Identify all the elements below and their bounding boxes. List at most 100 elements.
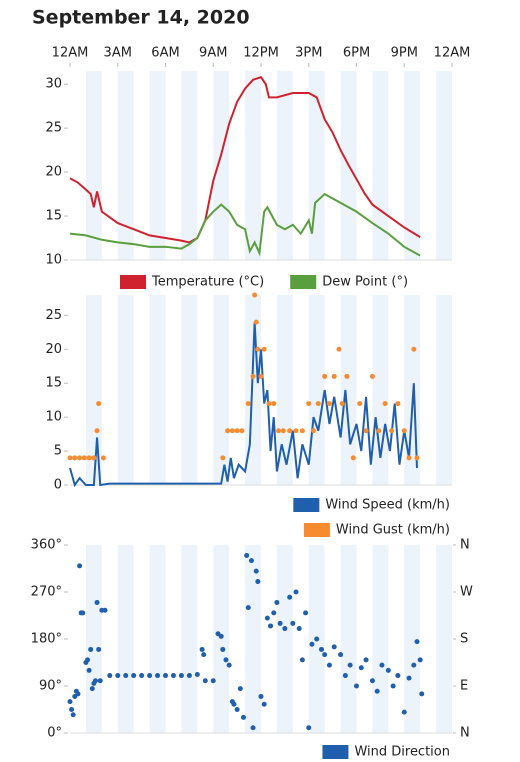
data-line — [69, 75, 421, 244]
data-point — [245, 401, 251, 407]
hour-band — [149, 545, 166, 733]
data-point — [248, 558, 254, 564]
data-point — [406, 455, 412, 461]
data-point — [347, 662, 353, 668]
x-tick-label: 9AM — [199, 46, 227, 61]
hour-band — [181, 545, 198, 733]
data-point — [255, 579, 261, 585]
y-tick-label: 0° — [47, 726, 62, 741]
data-point — [261, 346, 267, 352]
data-point — [306, 725, 312, 731]
data-point — [89, 686, 95, 692]
hour-band — [404, 71, 421, 260]
x-tick-label: 3PM — [295, 46, 322, 61]
data-point — [77, 563, 83, 569]
data-point — [274, 599, 280, 605]
data-point — [338, 652, 344, 658]
data-point — [293, 428, 299, 434]
data-point — [231, 701, 237, 707]
data-point — [234, 707, 240, 712]
data-point — [306, 401, 312, 407]
legend-swatch — [290, 275, 317, 289]
x-tick-label: 6PM — [343, 46, 370, 61]
x-tick-label: 12AM — [52, 46, 89, 61]
data-point — [395, 401, 401, 407]
y-tick-label: 180° — [31, 632, 62, 647]
hour-band — [85, 545, 102, 733]
hour-band — [213, 295, 230, 485]
legend-label: Wind Gust (km/h) — [336, 523, 450, 538]
data-point — [411, 662, 417, 668]
hour-band — [149, 295, 166, 485]
y-tick-label: 10 — [45, 410, 62, 425]
hour-band — [308, 71, 325, 260]
legend-label: Temperature (°C) — [151, 275, 264, 290]
data-point — [239, 428, 245, 434]
legend-label: Dew Point (°) — [322, 275, 408, 290]
hour-band — [340, 545, 357, 733]
data-point — [131, 673, 137, 679]
data-point — [91, 455, 97, 461]
data-point — [96, 401, 102, 407]
x-tick-label: 3AM — [104, 46, 132, 61]
data-point — [358, 665, 364, 671]
data-point — [244, 552, 250, 558]
data-point — [223, 657, 229, 663]
data-point — [314, 636, 320, 642]
data-point — [322, 652, 328, 658]
data-point — [96, 646, 102, 652]
data-point — [252, 292, 258, 298]
data-point — [287, 428, 293, 434]
y-tick-label: 25 — [45, 308, 62, 323]
data-point — [201, 652, 207, 658]
y-tick-label: 5 — [54, 444, 62, 459]
data-point — [363, 428, 369, 434]
data-point — [417, 657, 423, 663]
data-point — [115, 673, 121, 679]
data-point — [339, 401, 345, 407]
data-point — [379, 662, 385, 668]
data-point — [147, 673, 153, 679]
data-point — [357, 401, 363, 407]
data-point — [245, 605, 251, 611]
data-point — [75, 691, 81, 697]
data-point — [276, 428, 282, 434]
data-point — [350, 455, 356, 461]
hour-band — [308, 295, 325, 485]
data-point — [419, 691, 425, 697]
hour-band — [276, 545, 293, 733]
data-point — [69, 707, 75, 712]
data-point — [299, 428, 305, 434]
data-line — [69, 192, 421, 257]
legend-swatch — [322, 745, 349, 759]
data-point — [385, 667, 391, 673]
data-point — [88, 646, 94, 652]
data-point — [322, 373, 328, 379]
data-point — [376, 428, 382, 434]
data-point — [315, 401, 321, 407]
data-point — [326, 662, 332, 668]
y-tick-label: 25 — [45, 121, 62, 136]
data-point — [67, 455, 73, 461]
data-point — [382, 401, 388, 407]
data-point — [261, 701, 267, 707]
data-point — [67, 699, 73, 705]
data-point — [186, 673, 192, 679]
data-point — [234, 428, 240, 434]
data-point — [70, 712, 76, 718]
legend-label: Wind Speed (km/h) — [325, 498, 450, 513]
page-title: September 14, 2020 — [32, 7, 250, 29]
data-point — [280, 428, 286, 434]
y2-tick-label: S — [460, 632, 468, 647]
y2-tick-label: W — [460, 585, 473, 600]
y2-tick-label: N — [460, 726, 470, 741]
data-point — [344, 373, 350, 379]
data-point — [123, 673, 129, 679]
data-point — [374, 688, 380, 694]
data-point — [86, 455, 92, 461]
y-tick-label: 20 — [45, 342, 62, 357]
x-tick-label: 12PM — [243, 46, 279, 61]
data-point — [389, 428, 395, 434]
data-point — [85, 657, 91, 663]
